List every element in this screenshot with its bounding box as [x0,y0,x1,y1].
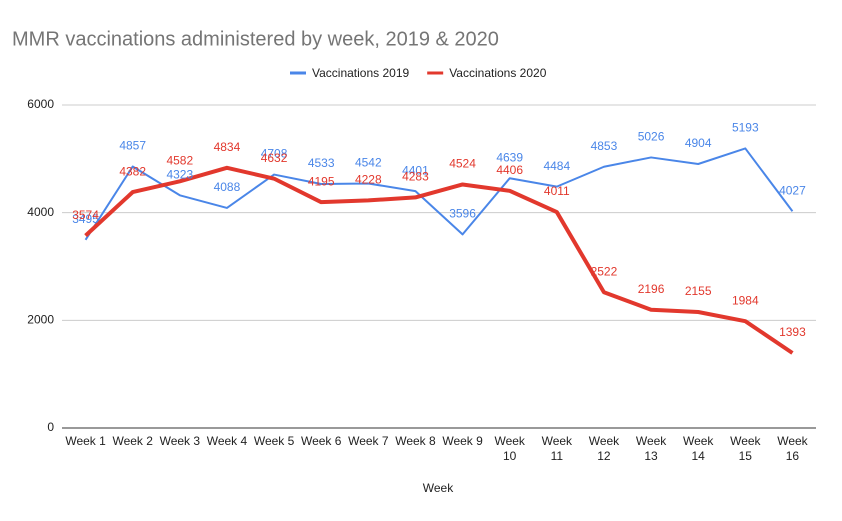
series-line [84,165,794,355]
data-label: 4582 [166,154,193,168]
x-tick-label: Week 7 [348,434,389,448]
x-tick-label: Week 1 [65,434,106,448]
data-label: 3495 [72,212,99,226]
data-label: 4088 [214,180,241,194]
x-tick-label: Week 10 [494,434,525,463]
data-label: 2196 [638,282,665,296]
data-label: 4011 [544,184,570,198]
legend-label: Vaccinations 2019 [312,66,410,80]
data-label: 4639 [496,150,523,164]
data-label: 4406 [496,163,523,177]
x-tick-label: Week 5 [253,434,295,448]
data-label: 1393 [779,325,806,339]
x-tick-label: Week 13 [635,434,667,463]
data-label: 4857 [119,139,146,153]
x-tick-label: Week 8 [395,434,436,448]
legend-label: Vaccinations 2020 [449,66,547,80]
x-axis-title: Week [423,481,454,495]
chart-title: MMR vaccinations administered by week, 2… [12,28,499,50]
data-label: 4853 [591,139,618,153]
data-label: 4834 [214,140,241,154]
y-tick-label: 4000 [27,205,54,219]
data-label: 4533 [308,156,335,170]
data-label: 4027 [779,183,806,197]
x-tick-label: Week 2 [112,434,153,448]
x-tick-label: Week 11 [541,434,573,463]
x-tick-label: Week 3 [159,434,201,448]
x-tick-label: Week 14 [682,434,714,463]
data-label: 1984 [732,293,759,307]
data-label: 5026 [638,130,665,144]
series-line [84,147,794,241]
x-tick-label: Week 6 [300,434,342,448]
y-tick-label: 6000 [27,97,54,111]
data-label: 4524 [449,157,476,171]
data-label: 4382 [119,164,146,178]
x-tick-label: Week 16 [777,434,808,463]
data-label: 4542 [355,156,382,170]
x-tick-label: Week 9 [442,434,483,448]
data-label: 4708 [261,147,288,161]
data-label: 5193 [732,121,759,135]
data-label: 3574 [72,208,99,222]
x-tick-label: Week 15 [730,434,761,463]
data-label: 4904 [685,136,712,150]
data-label: 4632 [261,151,288,165]
x-tick-label: Week 4 [206,434,248,448]
y-tick-label: 2000 [27,313,54,327]
data-label: 4195 [308,174,335,188]
data-label: 4484 [543,159,570,173]
x-tick-label: Week 12 [588,434,620,463]
data-label: 2155 [685,284,712,298]
data-label: 4401 [402,163,429,177]
y-tick-label: 0 [47,420,54,434]
data-label: 4323 [166,167,193,181]
data-label: 2522 [591,264,618,278]
data-label: 4228 [355,173,382,187]
data-label: 3596 [449,207,476,221]
data-label: 4283 [402,170,429,184]
